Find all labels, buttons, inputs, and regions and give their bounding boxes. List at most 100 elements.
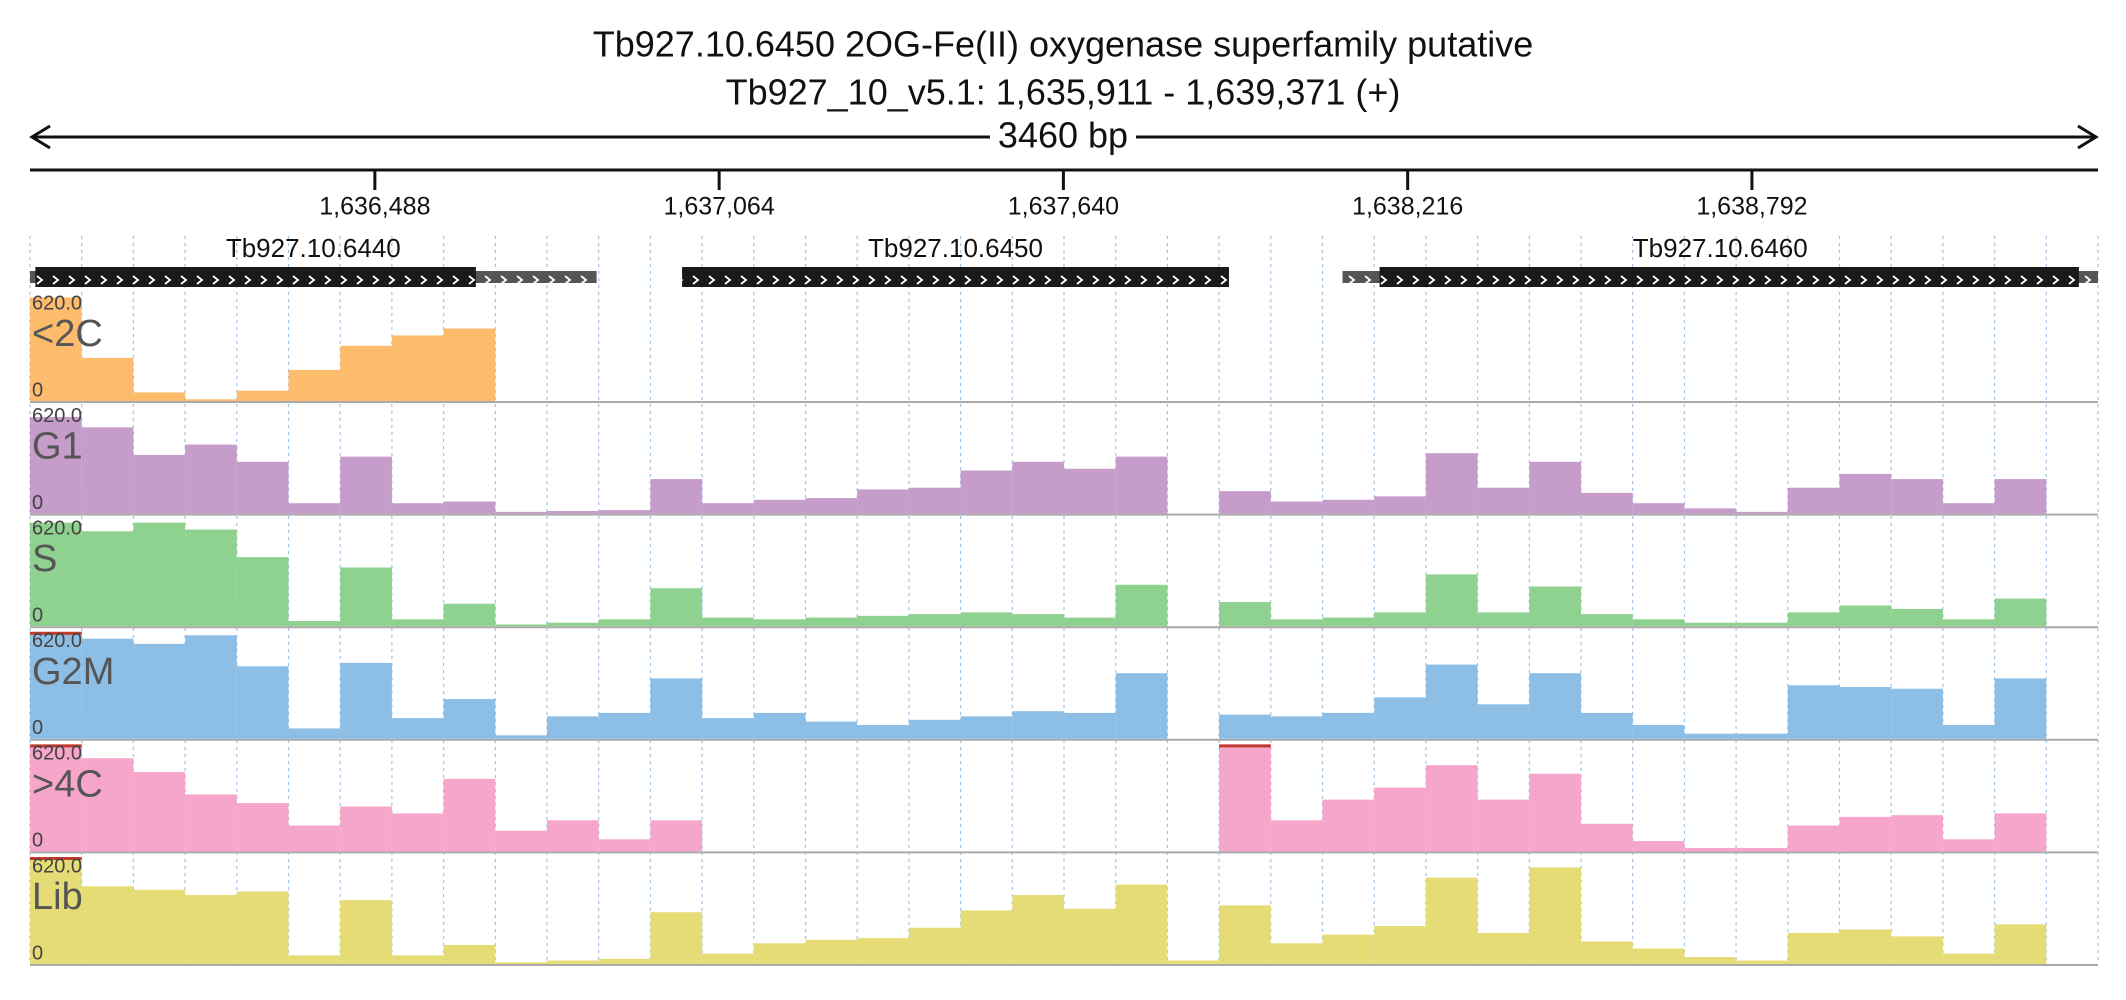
coverage-bar xyxy=(1219,714,1271,739)
coverage-bar xyxy=(81,886,134,964)
coverage-bar xyxy=(1787,825,1840,852)
span-label: 3460 bp xyxy=(998,115,1128,156)
coverage-bar xyxy=(236,390,289,401)
coverage-bar xyxy=(443,603,496,627)
coverage-bar xyxy=(1787,932,1840,964)
coverage-bar xyxy=(495,962,547,964)
coverage-bar xyxy=(547,820,599,852)
track-label: G1 xyxy=(32,426,83,468)
coverage-bar xyxy=(1787,487,1840,514)
coverage-bar xyxy=(1322,934,1375,964)
coverage-bar xyxy=(1942,503,1995,514)
y-tick-label: 620.0 xyxy=(32,855,82,877)
coverage-bar xyxy=(340,806,392,852)
coverage-bar xyxy=(185,399,237,401)
coverage-bar xyxy=(908,614,961,627)
coverage-bar xyxy=(1994,678,2047,739)
coverage-bar xyxy=(1322,499,1375,514)
coverage-bar xyxy=(1322,799,1375,852)
coverage-bar xyxy=(1787,685,1840,739)
gene-label: Tb927.10.6440 xyxy=(226,233,401,263)
coverage-bar xyxy=(81,638,134,739)
coverage-bar xyxy=(1581,823,1633,852)
coverage-bar xyxy=(1839,929,1892,964)
coverage-bar xyxy=(1529,586,1581,627)
coverage-bar xyxy=(1581,614,1633,627)
coverage-bar xyxy=(1581,712,1633,739)
coverage-bar xyxy=(1477,612,1530,627)
coverage-bar xyxy=(1632,841,1685,852)
coverage-bar xyxy=(908,719,961,739)
coverage-bar xyxy=(1115,884,1168,964)
coverage-bar xyxy=(857,489,909,514)
coverage-bar xyxy=(391,619,444,627)
span-label-bg xyxy=(990,118,1136,156)
coverage-bar xyxy=(1374,496,1426,514)
coverage-bar xyxy=(702,953,754,964)
coverage-bar xyxy=(1994,813,2047,852)
track-label: >4C xyxy=(32,763,103,805)
coverage-bar xyxy=(1736,733,1788,739)
coverage-bar xyxy=(1219,744,1271,852)
coverage-bar xyxy=(133,889,186,964)
coverage-bar xyxy=(81,531,134,627)
coverage-bar xyxy=(1270,619,1323,627)
coverage-bar xyxy=(391,813,444,852)
coverage-bar xyxy=(443,328,496,401)
y-tick-label: 620.0 xyxy=(32,630,82,652)
x-tick-label: 1,637,640 xyxy=(1008,193,1119,221)
coverage-bar xyxy=(1115,673,1168,739)
coverage-bar xyxy=(547,960,599,964)
coverage-bar xyxy=(495,624,547,627)
coverage-bar xyxy=(133,392,186,401)
coverage-bar xyxy=(650,588,703,627)
coverage-bar xyxy=(288,825,341,852)
coverage-bar xyxy=(1322,617,1375,627)
coverage-bar xyxy=(1270,501,1323,514)
coverage-bar xyxy=(185,794,237,852)
span-arrowheads xyxy=(29,124,2099,150)
coverage-bar xyxy=(547,511,599,514)
coverage-bar xyxy=(1684,957,1737,964)
coverage-bar xyxy=(753,619,806,627)
coverage-bar xyxy=(495,735,547,739)
x-tick-label: 1,638,792 xyxy=(1696,193,1807,221)
coverage-bar xyxy=(1477,799,1530,852)
coverage-bar xyxy=(1994,924,2047,964)
coverage-bar xyxy=(702,718,754,739)
coverage-bar xyxy=(702,617,754,627)
y-tick-label: 0 xyxy=(32,717,43,739)
coverage-bar xyxy=(1942,724,1995,739)
coverage-bar xyxy=(185,444,237,514)
coverage-bar xyxy=(1736,847,1788,852)
coverage-bar xyxy=(805,617,858,627)
coverage-bar xyxy=(288,955,341,964)
coverage-bar xyxy=(1012,894,1064,964)
coverage-bar xyxy=(1374,697,1426,739)
coverage-bar xyxy=(495,830,547,852)
coverage-bar xyxy=(1942,619,1995,627)
coverage-bar xyxy=(1012,711,1064,739)
coverage-bar xyxy=(288,728,341,739)
coverage-bar xyxy=(1425,664,1478,739)
coverage-bar xyxy=(1942,953,1995,964)
coverage-bar xyxy=(857,724,909,739)
coverage-bar xyxy=(133,454,186,514)
gene-cds-chevrons xyxy=(35,267,476,287)
clip-marker xyxy=(30,744,82,748)
coverage-bar xyxy=(857,938,909,964)
coverage-bar xyxy=(1064,908,1116,964)
coverage-bar xyxy=(185,529,237,627)
coverage-bar xyxy=(391,955,444,964)
coverage-bar xyxy=(236,891,289,964)
coverage-bar xyxy=(236,461,289,514)
coverage-bar xyxy=(547,622,599,627)
x-tick-label: 1,636,488 xyxy=(319,193,430,221)
coverage-bar xyxy=(81,357,134,401)
gene-label: Tb927.10.6460 xyxy=(1633,233,1808,263)
coverage-bar xyxy=(1425,765,1478,852)
coverage-bar xyxy=(1322,712,1375,739)
y-tick-label: 620.0 xyxy=(32,405,82,427)
coverage-bar xyxy=(1942,839,1995,852)
